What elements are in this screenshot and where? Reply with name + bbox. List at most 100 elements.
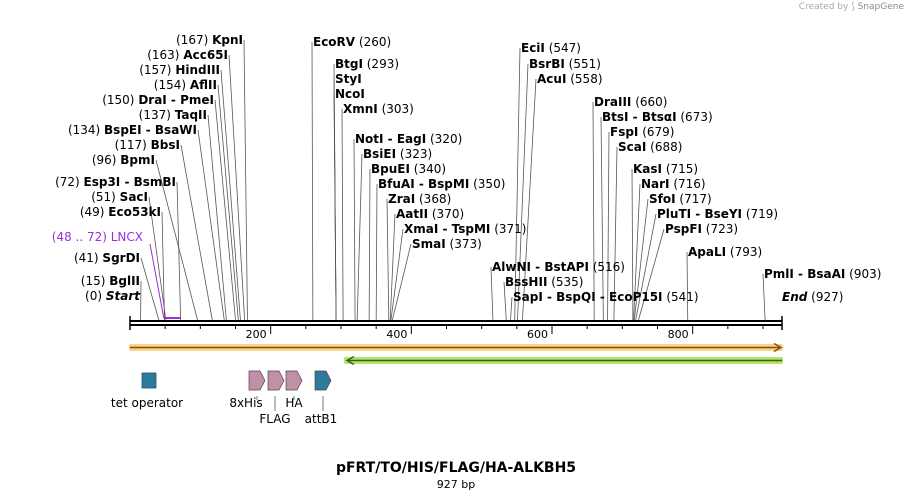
- leader-line: [386, 198, 390, 321]
- snapgene-watermark: Created by ⟆ SnapGene: [799, 2, 904, 12]
- enzyme-position: (150): [102, 93, 138, 107]
- enzyme-position: (134): [68, 123, 104, 137]
- enzyme-name: KasI: [633, 162, 662, 176]
- leader-line: [217, 84, 239, 321]
- enzyme-label-r30: End (927): [782, 290, 843, 304]
- ruler-tick-label: 600: [527, 328, 548, 341]
- enzyme-name: TaqII: [175, 108, 207, 122]
- enzyme-position: (717): [676, 192, 712, 206]
- reverse-arrowhead-icon: [345, 355, 355, 366]
- leader-line: [161, 211, 165, 321]
- enzyme-position: (541): [663, 290, 699, 304]
- enzyme-label-r25: SfoI (717): [649, 192, 712, 206]
- enzyme-position: (323): [396, 147, 432, 161]
- enzyme-name: HindIII: [175, 63, 220, 77]
- enzyme-label-2: (41) SgrDI: [74, 251, 140, 265]
- leader-line: [368, 168, 371, 321]
- enzyme-position: (558): [566, 72, 602, 86]
- enzyme-label-r0: EcoRV (260): [313, 35, 391, 49]
- enzyme-name: BssHII: [505, 275, 547, 289]
- leader-line: [490, 266, 494, 321]
- leader-line: [510, 296, 513, 321]
- enzyme-position: (72): [55, 175, 83, 189]
- created-by-text: Created by: [798, 2, 849, 12]
- feature-label-lncx: (48 .. 72) LNCX: [52, 230, 143, 244]
- enzyme-label-r3: NcoI: [335, 87, 365, 101]
- his-tag-label: 8xHis: [229, 396, 262, 410]
- enzyme-label-r29: PmlI - BsaAI (903): [764, 267, 881, 281]
- enzyme-name: ApaLI: [688, 245, 726, 259]
- leader-line: [197, 129, 225, 321]
- enzyme-position: (903): [845, 267, 881, 281]
- enzyme-position: (15): [81, 274, 109, 288]
- enzyme-label-r11: XmaI - TspMI (371): [404, 222, 526, 236]
- leader-line: [148, 196, 167, 321]
- enzyme-position: (117): [115, 138, 151, 152]
- leader-line: [522, 78, 537, 321]
- enzyme-label-r22: ScaI (688): [618, 140, 682, 154]
- enzyme-name: BsrBI: [529, 57, 565, 71]
- enzyme-position: (723): [702, 222, 738, 236]
- enzyme-position: (320): [426, 132, 462, 146]
- forward-arrowhead-icon: [773, 342, 783, 353]
- enzyme-name: XmaI - TspMI: [404, 222, 490, 236]
- enzyme-name: SmaI: [412, 237, 446, 251]
- enzyme-position: (49): [80, 205, 108, 219]
- enzyme-position: (927): [807, 290, 843, 304]
- enzyme-name: SgrDI: [102, 251, 140, 265]
- enzyme-name: BpuEI: [371, 162, 410, 176]
- sequence-ruler: 200 400 600 800: [129, 316, 783, 341]
- enzyme-label-r10: AatII (370): [396, 207, 464, 221]
- enzyme-name: EciI: [521, 41, 545, 55]
- enzyme-name: EcoRV: [313, 35, 356, 49]
- enzyme-label-r17: BssHII (535): [505, 275, 584, 289]
- enzyme-position: (137): [139, 108, 175, 122]
- snapgene-logo-icon: ⟆: [851, 2, 855, 12]
- ruler-tick-label: 200: [246, 328, 267, 341]
- leader-line: [514, 47, 521, 321]
- flag-tag-label: FLAG: [259, 412, 290, 426]
- enzyme-name: NcoI: [335, 87, 365, 101]
- feature-name: LNCX: [111, 230, 143, 244]
- enzyme-name: PluTI - BseYI: [657, 207, 742, 221]
- enzyme-label-1: (15) BglII: [81, 274, 140, 288]
- enzyme-name: End: [782, 290, 808, 304]
- leader-line: [311, 41, 314, 321]
- enzyme-name: AatII: [396, 207, 428, 221]
- enzyme-label-r5: NotI - EagI (320): [355, 132, 462, 146]
- leader-line: [228, 54, 246, 321]
- enzyme-position: (715): [662, 162, 698, 176]
- enzyme-name: BglII: [109, 274, 140, 288]
- enzyme-label-10: (150) DraI - PmeI: [102, 93, 214, 107]
- enzyme-position: (41): [74, 251, 102, 265]
- leader-line: [517, 63, 529, 321]
- leader-line: [356, 153, 363, 321]
- plasmid-title: pFRT/TO/HIS/FLAG/HA-ALKBH5: [335, 460, 577, 476]
- enzyme-position: (371): [490, 222, 526, 236]
- enzyme-label-r21: FspI (679): [610, 125, 675, 139]
- leader-line: [391, 243, 412, 321]
- enzyme-position: (340): [410, 162, 446, 176]
- enzyme-label-r27: PspFI (723): [665, 222, 738, 236]
- enzyme-label-r4: XmnI (303): [343, 102, 414, 116]
- ruler-tick-label: 800: [668, 328, 689, 341]
- enzyme-position: (260): [355, 35, 391, 49]
- enzyme-label-13: (163) Acc65I: [147, 48, 228, 62]
- enzyme-position: (373): [446, 237, 482, 251]
- leader-line: [762, 273, 766, 321]
- enzyme-position: (535): [547, 275, 583, 289]
- enzyme-label-7: (117) BbsI: [115, 138, 180, 152]
- enzyme-label-9: (137) TaqII: [139, 108, 207, 122]
- enzyme-position: (368): [415, 192, 451, 206]
- enzyme-name: Acc65I: [183, 48, 228, 62]
- feature-range: (48 .. 72): [52, 230, 111, 244]
- site-labels: (0) Start(15) BglII (41) SgrDI (49) Eco53k…: [52, 33, 882, 304]
- enzyme-name: PmlI - BsaAI: [764, 267, 845, 281]
- leader-line: [638, 228, 665, 321]
- leader-line: [220, 69, 241, 321]
- enzyme-label-r24: NarI (716): [641, 177, 706, 191]
- leader-line: [633, 183, 641, 321]
- enzyme-label-r2: StyI: [335, 72, 362, 86]
- enzyme-label-5: (72) Esp3I - BsmBI: [55, 175, 176, 189]
- leader-line: [180, 144, 213, 321]
